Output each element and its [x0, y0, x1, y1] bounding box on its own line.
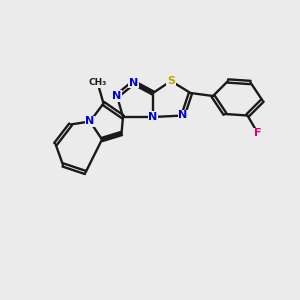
- Text: S: S: [167, 76, 175, 86]
- Text: F: F: [254, 128, 262, 139]
- Text: N: N: [148, 112, 158, 122]
- Text: N: N: [178, 110, 188, 121]
- Text: N: N: [129, 77, 138, 88]
- Text: N: N: [85, 116, 94, 127]
- Text: N: N: [112, 91, 122, 101]
- Text: CH₃: CH₃: [88, 78, 106, 87]
